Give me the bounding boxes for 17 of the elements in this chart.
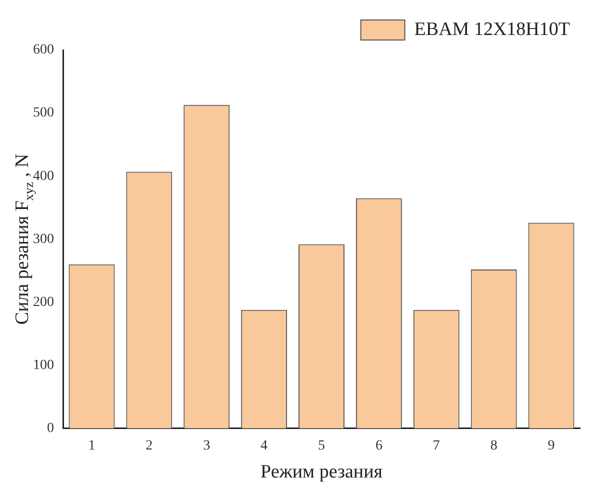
x-axis-title: Режим резания (260, 462, 383, 483)
x-tick-label: 6 (375, 438, 382, 454)
legend-label: EBAM 12X18H10T (414, 18, 570, 40)
x-tick-label: 5 (318, 438, 325, 454)
x-tick-label: 2 (146, 438, 153, 454)
x-tick-label: 3 (203, 438, 210, 454)
y-tick-label: 200 (33, 294, 54, 310)
y-tick-label: 0 (47, 421, 54, 436)
y-tick-label: 300 (33, 232, 54, 247)
x-tick-label: 1 (88, 438, 96, 454)
y-tick-label: 100 (33, 358, 54, 374)
x-tick-label: 9 (548, 438, 555, 454)
y-tick-label: 600 (33, 42, 54, 58)
x-tick-label: 7 (432, 438, 440, 454)
y-tick-label: 500 (33, 106, 54, 121)
x-tick-label: 8 (490, 438, 498, 454)
x-tick-label: 4 (260, 438, 268, 454)
